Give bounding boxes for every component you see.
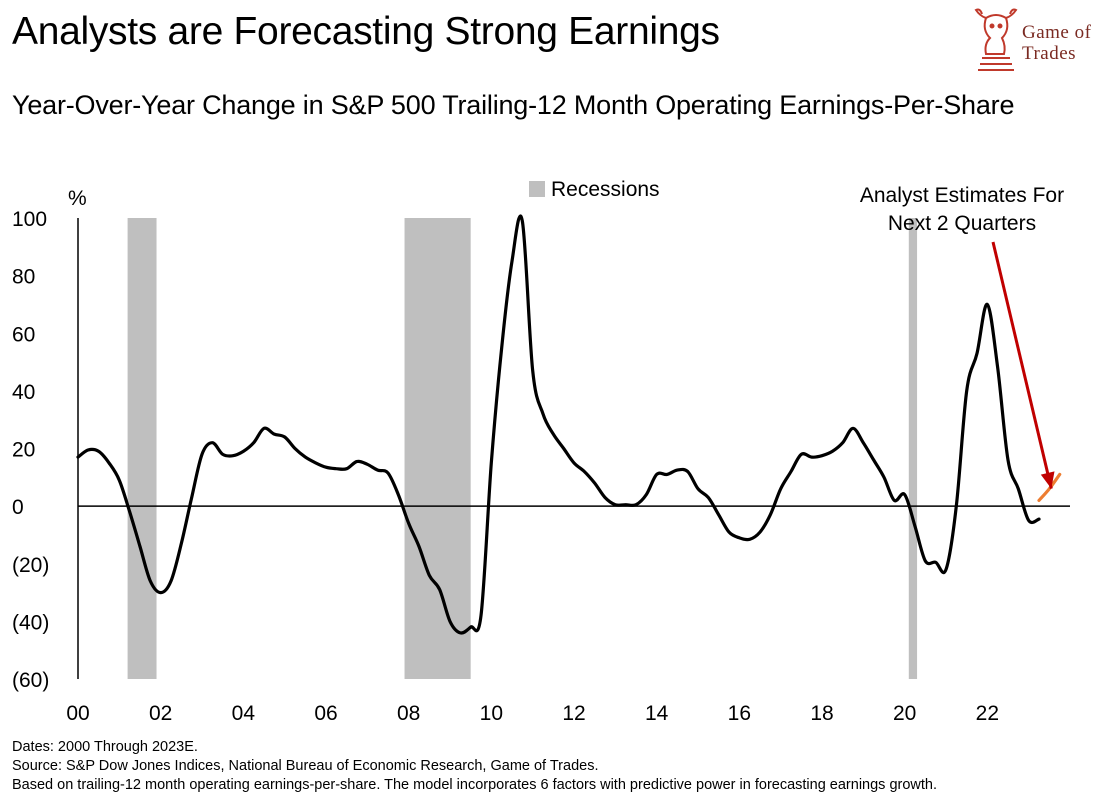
y-tick-label: 40 xyxy=(12,381,35,404)
recession-band-2 xyxy=(908,218,918,679)
legend-swatch-recessions xyxy=(529,181,545,197)
chart-title: Analysts are Forecasting Strong Earnings xyxy=(12,10,720,53)
y-tick-label: 20 xyxy=(12,439,35,462)
recession-band-1 xyxy=(404,218,471,679)
y-tick-label: 80 xyxy=(12,266,35,289)
y-tick-label: 0 xyxy=(12,496,24,519)
y-tick-label: (60) xyxy=(12,669,49,692)
bull-knight-chess-icon xyxy=(974,8,1018,71)
x-tick-label: 12 xyxy=(562,702,585,725)
x-tick-label: 04 xyxy=(232,702,256,725)
x-tick-label: 14 xyxy=(645,702,669,725)
x-tick-label: 18 xyxy=(810,702,833,725)
logo-text-line1: Game of xyxy=(1022,22,1092,43)
chart-subtitle: Year-Over-Year Change in S&P 500 Trailin… xyxy=(12,90,1015,120)
footnote-dates: Dates: 2000 Through 2023E. xyxy=(12,739,198,755)
x-tick-label: 02 xyxy=(149,702,172,725)
brand-logo: Game of Trades xyxy=(972,6,1110,78)
x-tick-label: 22 xyxy=(976,702,999,725)
y-tick-label: 100 xyxy=(12,208,47,231)
annotation-arrow-head xyxy=(1040,471,1055,489)
logo-text-line2: Trades xyxy=(1022,43,1077,64)
x-tick-label: 20 xyxy=(893,702,916,725)
footnote-source: Source: S&P Dow Jones Indices, National … xyxy=(12,758,599,774)
y-tick-label: (40) xyxy=(12,611,49,634)
earnings-chart: 100 80 60 40 20 0 (20) (40) (60)% 00 02 04 06 08 10 12 1… xyxy=(12,178,1070,725)
y-tick-label: 60 xyxy=(12,323,35,346)
annotation-text-line1: Analyst Estimates For xyxy=(860,184,1064,207)
annotation-text-line2: Next 2 Quarters xyxy=(888,212,1036,235)
x-tick-label: 06 xyxy=(314,702,337,725)
y-axis-unit: % xyxy=(68,187,87,210)
footnote-method: Based on trailing-12 month operating ear… xyxy=(12,777,938,793)
x-tick-label: 00 xyxy=(66,702,89,725)
annotation-arrow-shaft xyxy=(991,241,1053,489)
recession-band-0 xyxy=(127,218,157,679)
x-tick-label: 16 xyxy=(728,702,751,725)
y-tick-label: (20) xyxy=(12,554,49,577)
x-tick-label: 08 xyxy=(397,702,420,725)
series-line-estimate xyxy=(1037,472,1062,502)
footnotes: Dates: 2000 Through 2023E. Source: S&P D… xyxy=(12,738,937,795)
legend-label-recessions: Recessions xyxy=(551,178,660,201)
series-line-actual xyxy=(76,214,1041,635)
x-tick-label: 10 xyxy=(480,702,503,725)
